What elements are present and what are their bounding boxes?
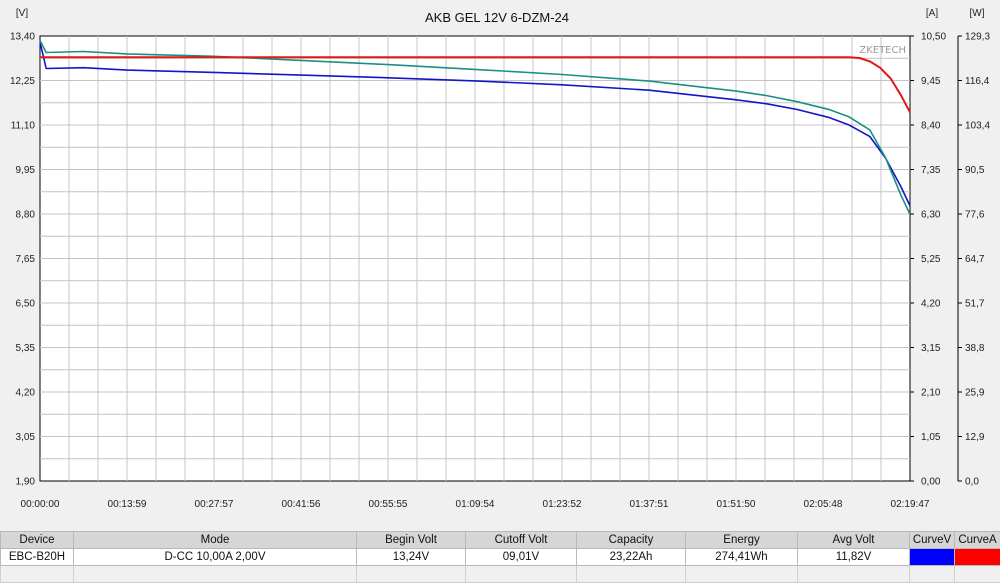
power-tick-label: 103,4 xyxy=(965,121,990,132)
header-curve-v: CurveV xyxy=(910,532,955,549)
time-tick-label: 00:27:57 xyxy=(195,499,234,510)
power-tick-label: 25,9 xyxy=(965,388,985,399)
avg-volt-value: 11,82V xyxy=(798,549,910,566)
device-value: EBC-B20H xyxy=(1,549,74,566)
grid-lines xyxy=(40,36,958,481)
voltage-tick-label: 4,20 xyxy=(16,388,36,399)
zketech-watermark: ZKETECH xyxy=(859,45,906,56)
header-begin-volt: Begin Volt xyxy=(357,532,466,549)
header-energy: Energy xyxy=(686,532,798,549)
header-mode: Mode xyxy=(74,532,357,549)
time-tick-label: 00:55:55 xyxy=(369,499,408,510)
power-tick-label: 0,0 xyxy=(965,477,979,488)
voltage-tick-label: 6,50 xyxy=(16,299,36,310)
current-tick-label: 3,15 xyxy=(921,343,941,354)
time-tick-label: 00:13:59 xyxy=(108,499,147,510)
curve-a-color-swatch[interactable] xyxy=(955,549,1000,566)
header-capacity: Capacity xyxy=(577,532,686,549)
table-header-row: Device Mode Begin Volt Cutoff Volt Capac… xyxy=(1,532,1000,549)
energy-value: 274,41Wh xyxy=(686,549,798,566)
time-tick-label: 01:09:54 xyxy=(456,499,495,510)
current-tick-label: 6,30 xyxy=(921,210,941,221)
table-empty-row xyxy=(1,566,1000,583)
current-unit-label: [A] xyxy=(926,8,938,19)
voltage-tick-label: 8,80 xyxy=(16,210,36,221)
current-tick-label: 5,25 xyxy=(921,254,941,265)
voltage-tick-label: 11,10 xyxy=(11,121,36,132)
time-tick-label: 01:37:51 xyxy=(630,499,669,510)
power-tick-label: 116,4 xyxy=(965,76,990,87)
table-row: EBC-B20H D-CC 10,00A 2,00V 13,24V 09,01V… xyxy=(1,549,1000,566)
power-unit-label: [W] xyxy=(970,8,985,19)
voltage-unit-label: [V] xyxy=(16,8,28,19)
current-tick-label: 10,50 xyxy=(921,32,946,43)
voltage-tick-label: 5,35 xyxy=(16,343,36,354)
power-tick-label: 51,7 xyxy=(965,299,985,310)
power-tick-label: 77,6 xyxy=(965,210,985,221)
current-tick-label: 1,05 xyxy=(921,432,941,443)
power-tick-label: 64,7 xyxy=(965,254,985,265)
discharge-chart: 1,90 0,00 0,0 3,05 1,05 12,9 4,20 2,10 25,9 5,35 3… xyxy=(0,0,1000,530)
header-cutoff-volt: Cutoff Volt xyxy=(466,532,577,549)
voltage-tick-label: 3,05 xyxy=(16,432,36,443)
chart-title: AKB GEL 12V 6-DZM-24 xyxy=(425,10,569,25)
status-table: Device Mode Begin Volt Cutoff Volt Capac… xyxy=(0,531,1000,583)
curve-v-color-swatch[interactable] xyxy=(910,549,955,566)
voltage-tick-label: 1,90 xyxy=(16,477,36,488)
voltage-tick-label: 9,95 xyxy=(16,165,36,176)
current-tick-label: 2,10 xyxy=(921,388,941,399)
current-tick-label: 0,00 xyxy=(921,477,941,488)
begin-volt-value: 13,24V xyxy=(357,549,466,566)
current-tick-label: 9,45 xyxy=(921,76,941,87)
time-tick-label: 00:00:00 xyxy=(21,499,60,510)
voltage-tick-label: 13,40 xyxy=(10,32,35,43)
time-tick-label: 01:51:50 xyxy=(717,499,756,510)
time-tick-label: 00:41:56 xyxy=(282,499,321,510)
power-tick-label: 90,5 xyxy=(965,165,985,176)
power-tick-label: 38,8 xyxy=(965,343,985,354)
current-tick-label: 4,20 xyxy=(921,299,941,310)
cutoff-volt-value: 09,01V xyxy=(466,549,577,566)
header-curve-a: CurveA xyxy=(955,532,1000,549)
time-tick-label: 02:05:48 xyxy=(804,499,843,510)
current-tick-label: 7,35 xyxy=(921,165,941,176)
voltage-tick-label: 7,65 xyxy=(16,254,36,265)
voltage-tick-label: 12,25 xyxy=(10,76,35,87)
power-tick-label: 129,3 xyxy=(965,32,990,43)
current-tick-label: 8,40 xyxy=(921,121,941,132)
mode-value: D-CC 10,00A 2,00V xyxy=(74,549,357,566)
header-avg-volt: Avg Volt xyxy=(798,532,910,549)
time-tick-label: 01:23:52 xyxy=(543,499,582,510)
capacity-value: 23,22Ah xyxy=(577,549,686,566)
time-tick-label: 02:19:47 xyxy=(891,499,930,510)
header-device: Device xyxy=(1,532,74,549)
power-tick-label: 12,9 xyxy=(965,432,985,443)
